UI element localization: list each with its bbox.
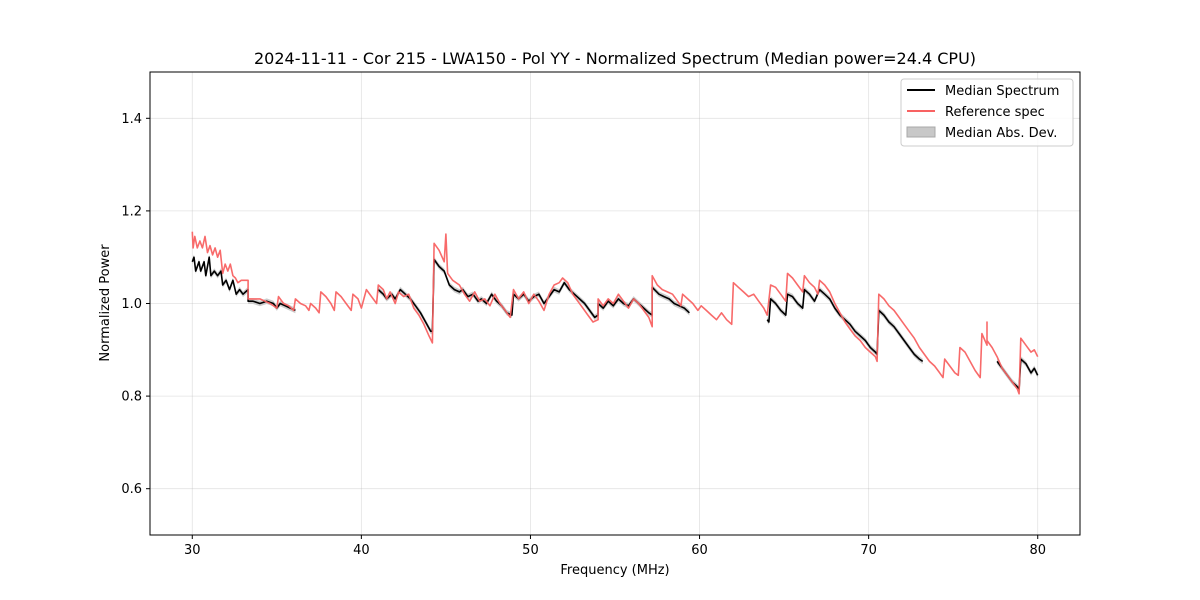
plot-layer [191,231,1039,395]
mad-band [767,286,923,365]
x-tick-label: 50 [522,543,539,558]
y-tick-label: 0.8 [121,390,142,405]
y-tick-label: 1.0 [121,297,142,312]
y-tick-label: 1.4 [121,112,142,127]
x-axis-label: Frequency (MHz) [560,563,669,578]
median-spectrum-line [766,288,924,363]
median-spectrum-line [191,256,296,312]
chart-title: 2024-11-11 - Cor 215 - LWA150 - Pol YY -… [254,49,976,68]
legend-label-mad: Median Abs. Dev. [945,126,1057,141]
legend-swatch-mad [906,126,936,138]
y-tick-label: 0.6 [121,482,142,497]
x-tick-label: 40 [353,543,370,558]
legend-label-median: Median Spectrum [945,84,1059,99]
y-tick-label: 1.2 [121,204,142,219]
x-tick-label: 80 [1029,543,1046,558]
reference-spectrum-line [191,231,1039,395]
x-tick-label: 70 [860,543,877,558]
legend-label-reference: Reference spec [945,105,1045,120]
legend-box [900,78,1074,147]
tick-layer: 30 40 50 60 70 80 0.6 0.8 1.0 1.2 1.4 [121,112,1046,558]
mad-band [192,254,296,314]
legend: Median Spectrum Reference spec Median Ab… [900,78,1074,147]
x-tick-label: 60 [691,543,708,558]
x-tick-label: 30 [184,543,201,558]
y-axis-label: Normalized Power [98,244,113,362]
